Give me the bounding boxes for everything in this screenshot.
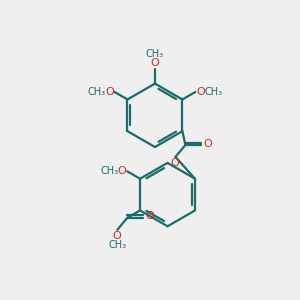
Text: O: O — [118, 166, 126, 176]
Text: CH₃: CH₃ — [88, 87, 106, 97]
Text: O: O — [203, 139, 212, 148]
Text: O: O — [112, 231, 121, 241]
Text: O: O — [105, 87, 114, 97]
Text: O: O — [145, 212, 154, 221]
Text: O: O — [151, 58, 159, 68]
Text: O: O — [170, 158, 179, 168]
Text: CH₃: CH₃ — [146, 49, 164, 59]
Text: CH₃: CH₃ — [100, 166, 118, 176]
Text: CH₃: CH₃ — [204, 87, 222, 97]
Text: CH₃: CH₃ — [108, 240, 126, 250]
Text: O: O — [196, 87, 205, 97]
